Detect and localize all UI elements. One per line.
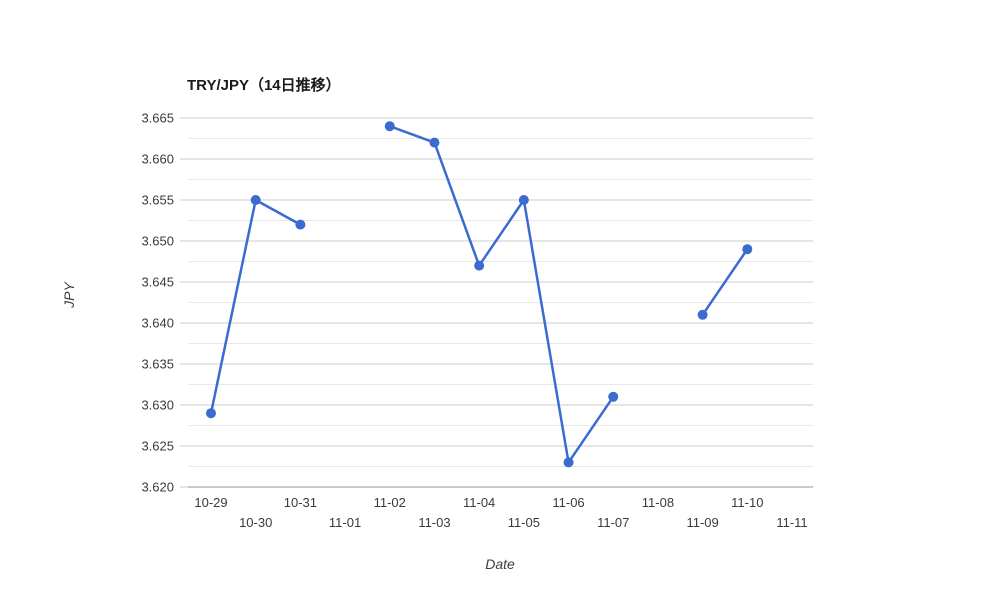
- x-tick-label: 11-07: [597, 515, 629, 530]
- x-tick-label: 11-04: [463, 495, 495, 510]
- y-tick-label: 3.645: [141, 275, 174, 290]
- data-point-marker: [429, 137, 440, 148]
- x-tick-label: 11-10: [731, 495, 763, 510]
- data-point-marker: [518, 195, 529, 205]
- x-tick-label: 11-11: [776, 515, 807, 530]
- x-tick-label: 11-09: [686, 515, 718, 530]
- y-tick-label: 3.660: [141, 152, 174, 167]
- data-point-marker: [295, 219, 306, 230]
- series-line-segment: [388, 124, 615, 464]
- x-axis-title: Date: [485, 556, 515, 572]
- x-tick-label: 10-30: [239, 515, 272, 530]
- y-tick-label: 3.655: [141, 193, 174, 208]
- y-tick-label: 3.630: [141, 398, 174, 413]
- x-tick-label: 11-08: [642, 495, 674, 510]
- data-point-marker: [474, 260, 485, 271]
- y-tick-label: 3.635: [141, 357, 174, 372]
- y-tick-label: 3.665: [141, 111, 174, 126]
- y-tick-label: 3.625: [141, 439, 174, 454]
- y-axis-title: JPY: [61, 282, 77, 308]
- data-point-marker: [250, 195, 261, 205]
- data-point-marker: [384, 121, 395, 132]
- data-point-marker: [608, 391, 619, 402]
- data-point-marker: [206, 408, 216, 419]
- data-point-marker: [563, 457, 574, 468]
- y-tick-label: 3.640: [141, 316, 174, 331]
- series-line-segment: [209, 198, 302, 415]
- x-tick-label: 10-29: [194, 495, 227, 510]
- x-tick-label: 11-02: [374, 495, 406, 510]
- chart-title: TRY/JPY（14日推移）: [187, 77, 341, 94]
- y-tick-label: 3.620: [141, 480, 174, 495]
- series-line-segment: [701, 247, 749, 317]
- data-point-marker: [697, 309, 708, 320]
- x-tick-label: 11-01: [329, 515, 361, 530]
- y-tick-label: 3.650: [141, 234, 174, 249]
- x-tick-label: 10-31: [284, 495, 317, 510]
- x-tick-label: 11-03: [418, 515, 450, 530]
- x-tick-label: 11-06: [552, 495, 584, 510]
- data-point-marker: [742, 244, 753, 255]
- x-tick-label: 11-05: [508, 515, 540, 530]
